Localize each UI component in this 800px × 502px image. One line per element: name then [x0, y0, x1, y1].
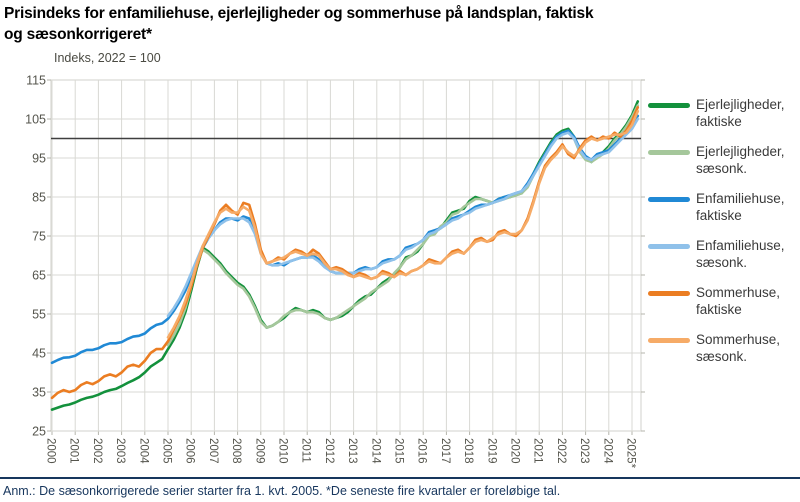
x-axis-label: 2024 [601, 438, 613, 464]
x-axis-label: 2009 [253, 438, 265, 464]
y-axis-label: 105 [25, 113, 46, 127]
y-axis-label: 85 [32, 191, 46, 205]
x-axis-label: 2019 [485, 438, 497, 464]
y-axis-label: 45 [32, 347, 46, 361]
legend-label-enfamiliehuse-saesonk: Enfamiliehuse, sæsonk. [696, 238, 785, 270]
x-axis-label: 2011 [300, 438, 312, 463]
legend-swatch-enfamiliehuse-saesonk [648, 244, 690, 249]
series-line-blue_faktisk [50, 114, 640, 365]
y-axis-label: 95 [32, 152, 46, 166]
chart-title: Prisindeks for enfamiliehuse, ejerlejlig… [4, 3, 594, 45]
x-axis-label: 2023 [578, 438, 590, 464]
x-axis-label: 2017 [439, 438, 451, 464]
legend-item-sommerhuse-saesonk: Sommerhuse, sæsonk. [648, 331, 798, 365]
legend-item-ejerlejligheder-saesonk: Ejerlejligheder, sæsonk. [648, 143, 798, 177]
x-axis-label: 2010 [277, 438, 289, 464]
x-axis-label: 2000 [45, 438, 57, 464]
x-axis-label: 2022 [555, 438, 567, 464]
x-axis-label: 2004 [137, 438, 149, 464]
chart-title-line-1: Prisindeks for enfamiliehuse, ejerlejlig… [4, 5, 594, 22]
x-axis-label: 2025* [625, 438, 637, 469]
legend-label-ejerlejligheder-faktiske: Ejerlejligheder, faktiske [696, 97, 785, 129]
series-line-green_saesonk [166, 104, 640, 347]
legend-swatch-ejerlejligheder-faktiske [648, 103, 690, 108]
x-axis-label: 2001 [68, 438, 80, 464]
legend-item-enfamiliehuse-faktiske: Enfamiliehuse, faktiske [648, 190, 798, 224]
chart-title-line-2: og sæsonkorrigeret* [4, 26, 152, 43]
x-axis-label: 2006 [184, 438, 196, 464]
legend-item-ejerlejligheder-faktiske: Ejerlejligheder, faktiske [648, 96, 798, 130]
x-axis-label: 2020 [509, 438, 521, 464]
x-axis-label: 2015 [393, 438, 405, 464]
series-line-orange_saesonk [166, 109, 640, 339]
x-axis-label: 2021 [532, 438, 544, 464]
x-axis-label: 2007 [207, 438, 219, 464]
x-axis-label: 2013 [346, 438, 358, 464]
legend-item-sommerhuse-faktiske: Sommerhuse, faktiske [648, 284, 798, 318]
x-axis-label: 2012 [323, 438, 335, 464]
series-line-orange_faktisk [50, 106, 640, 400]
x-axis-label: 2018 [462, 438, 474, 464]
legend-label-enfamiliehuse-faktiske: Enfamiliehuse, faktiske [696, 191, 785, 223]
legend-swatch-sommerhuse-saesonk [648, 338, 690, 343]
series-line-blue_saesonk [166, 117, 640, 318]
x-axis-label: 2016 [416, 438, 428, 464]
y-axis-label: 25 [32, 425, 46, 439]
legend-swatch-ejerlejligheder-saesonk [648, 150, 690, 155]
y-axis-label: 65 [32, 269, 46, 283]
x-axis-label: 2005 [161, 438, 173, 464]
y-axis-label: 35 [32, 386, 46, 400]
legend-label-ejerlejligheder-saesonk: Ejerlejligheder, sæsonk. [696, 144, 785, 176]
legend-item-enfamiliehuse-saesonk: Enfamiliehuse, sæsonk. [648, 237, 798, 271]
x-axis-label: 2002 [91, 438, 103, 464]
y-axis-label: 115 [26, 74, 46, 88]
x-axis-label: 2008 [230, 438, 242, 464]
y-axis-label: 55 [32, 308, 46, 322]
x-axis-label: 2014 [369, 438, 381, 464]
y-axis-label: 75 [32, 230, 46, 244]
x-axis-label: 2003 [114, 438, 126, 464]
legend-label-sommerhuse-saesonk: Sommerhuse, sæsonk. [696, 332, 781, 364]
plot-border [50, 79, 642, 432]
legend-swatch-sommerhuse-faktiske [648, 291, 690, 296]
chart-subtitle: Indeks, 2022 = 100 [54, 51, 161, 65]
legend-label-sommerhuse-faktiske: Sommerhuse, faktiske [696, 285, 781, 317]
footnote-text: Anm.: De sæsonkorrigerede serier starter… [3, 484, 561, 498]
legend-swatch-enfamiliehuse-faktiske [648, 197, 690, 202]
footer-divider [0, 477, 800, 479]
chart-legend: Ejerlejligheder, faktiske Ejerlejligheder,… [648, 96, 798, 378]
